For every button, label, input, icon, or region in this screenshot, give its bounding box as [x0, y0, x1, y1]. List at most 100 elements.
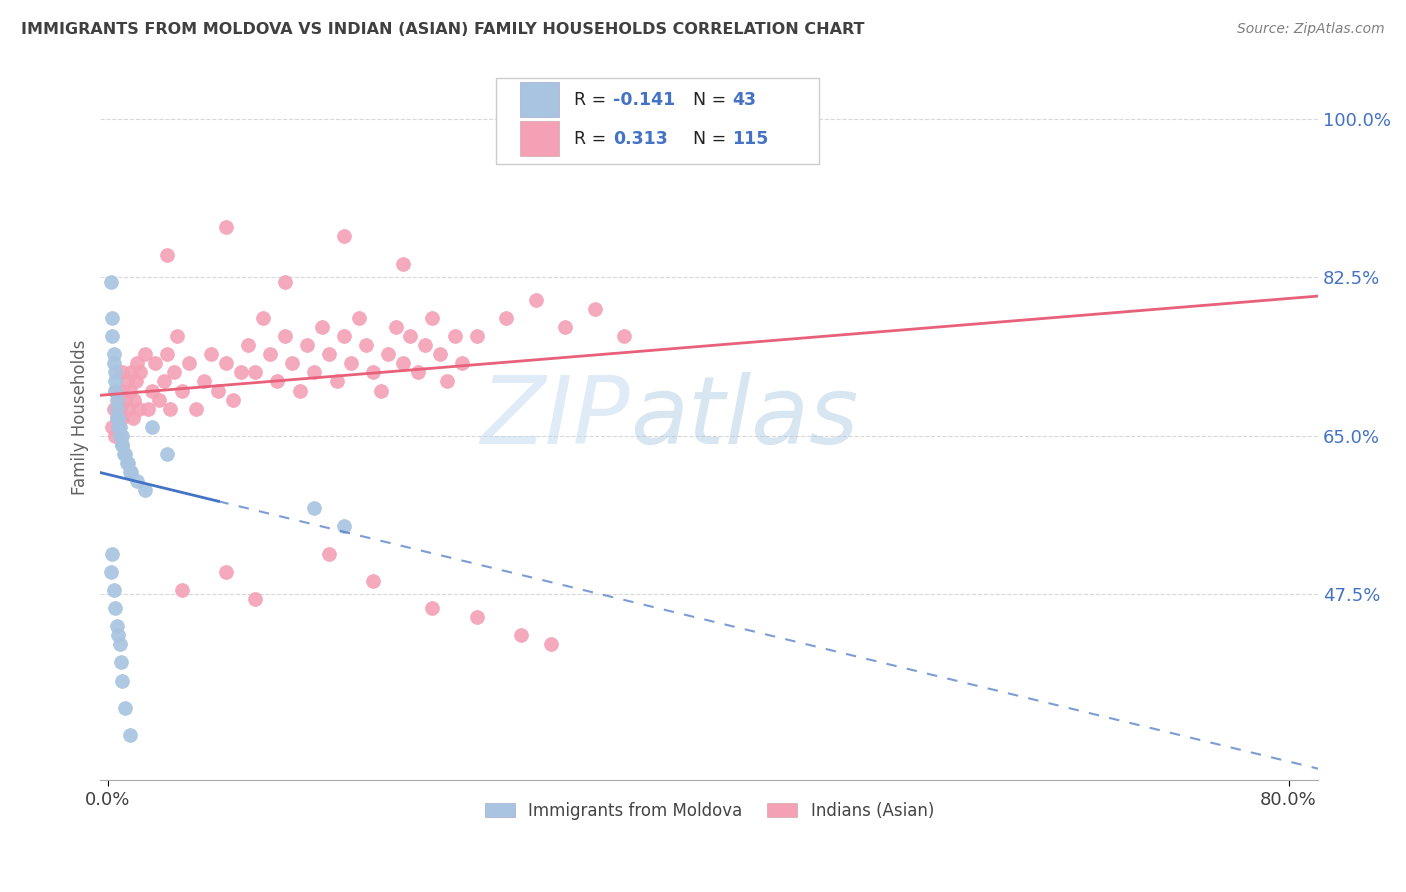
Point [115, 375, 138, 389]
Point [524, 112, 547, 126]
Text: 43: 43 [733, 91, 756, 110]
Point [311, 320, 333, 334]
Point [110, 429, 132, 443]
Point [118, 465, 141, 479]
Point [129, 365, 152, 379]
Point [104, 384, 127, 398]
Point [510, 628, 533, 642]
Point [554, 320, 576, 334]
Point [274, 275, 297, 289]
Point [274, 329, 297, 343]
Point [193, 375, 215, 389]
Y-axis label: Family Households: Family Households [72, 340, 89, 495]
Point [354, 338, 377, 352]
Point [104, 601, 127, 615]
Point [340, 356, 363, 370]
Point [304, 501, 326, 516]
Point [288, 384, 311, 398]
Point [148, 392, 170, 407]
Point [333, 329, 356, 343]
Text: N =: N = [693, 91, 733, 110]
Point [347, 311, 370, 326]
Point [540, 112, 562, 126]
Point [111, 410, 134, 425]
Point [105, 392, 128, 407]
Point [124, 392, 146, 407]
Point [156, 247, 179, 261]
Point [245, 592, 267, 607]
Point [392, 356, 415, 370]
Text: 115: 115 [733, 130, 769, 148]
Point [436, 375, 458, 389]
Point [443, 329, 465, 343]
Point [422, 311, 444, 326]
Point [200, 347, 222, 361]
Point [207, 384, 229, 398]
Point [177, 356, 200, 370]
Point [107, 410, 129, 425]
Point [495, 311, 517, 326]
Point [103, 582, 125, 597]
Point [127, 474, 149, 488]
Point [236, 338, 259, 352]
Point [101, 311, 124, 326]
Point [363, 365, 385, 379]
Point [363, 574, 385, 588]
Point [111, 673, 134, 688]
Point [422, 601, 444, 615]
Point [111, 365, 134, 379]
Point [215, 565, 238, 579]
Point [186, 401, 208, 416]
Point [115, 456, 138, 470]
Point [524, 293, 547, 307]
Point [170, 582, 193, 597]
Point [125, 375, 148, 389]
Point [120, 465, 142, 479]
Point [333, 519, 356, 533]
Point [127, 356, 149, 370]
Point [108, 429, 131, 443]
Point [141, 384, 163, 398]
Point [465, 610, 488, 624]
Point [413, 338, 436, 352]
Point [451, 356, 474, 370]
Point [107, 392, 129, 407]
Point [399, 329, 422, 343]
Point [100, 275, 122, 289]
Point [112, 447, 135, 461]
Point [384, 320, 406, 334]
Point [105, 619, 128, 633]
Point [110, 656, 132, 670]
Text: atlas: atlas [630, 372, 858, 463]
Point [104, 384, 127, 398]
Point [121, 410, 143, 425]
Point [333, 229, 356, 244]
Point [266, 375, 288, 389]
Text: ZIP: ZIP [481, 372, 630, 463]
Point [101, 547, 124, 561]
Text: N =: N = [693, 130, 733, 148]
Point [117, 401, 139, 416]
Point [259, 347, 281, 361]
Point [117, 456, 139, 470]
Point [156, 347, 179, 361]
Point [370, 384, 392, 398]
Point [103, 401, 125, 416]
Point [153, 375, 176, 389]
Point [583, 301, 606, 316]
Text: R =: R = [574, 130, 612, 148]
Point [100, 565, 122, 579]
Point [107, 419, 129, 434]
Point [252, 311, 274, 326]
Point [215, 220, 238, 235]
Point [215, 356, 238, 370]
Point [118, 384, 141, 398]
Point [114, 700, 136, 714]
Legend: Immigrants from Moldova, Indians (Asian): Immigrants from Moldova, Indians (Asian) [478, 795, 941, 826]
Point [108, 401, 131, 416]
Point [295, 338, 318, 352]
Point [101, 329, 124, 343]
Point [406, 365, 429, 379]
Point [325, 375, 347, 389]
Point [166, 329, 188, 343]
